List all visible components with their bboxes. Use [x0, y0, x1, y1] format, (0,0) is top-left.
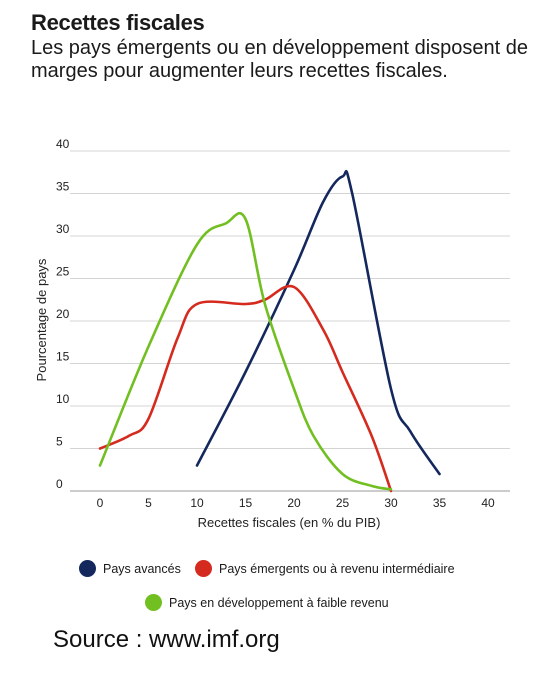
chart-title: Recettes fiscales: [31, 10, 205, 35]
y-axis-title: Pourcentage de pays: [34, 258, 49, 381]
y-tick-label-30: 30: [56, 222, 70, 236]
y-tick-label-35: 35: [56, 180, 70, 194]
x-tick-label-30: 30: [384, 496, 398, 510]
legend-label-pays-avances: Pays avancés: [103, 561, 181, 576]
x-tick-label-35: 35: [433, 496, 447, 510]
y-tick-label-10: 10: [56, 392, 70, 406]
x-tick-label-15: 15: [239, 496, 253, 510]
y-tick-label-0: 0: [56, 477, 63, 491]
series-line-pays-emergents: [98, 284, 393, 493]
legend-label-pays-faible-revenu: Pays en développement à faible revenu: [169, 595, 389, 610]
x-tick-label-5: 5: [145, 496, 152, 510]
y-tick-label-40: 40: [56, 137, 70, 151]
source-note: Source : www.imf.org: [53, 626, 280, 653]
legend-item-pays-avances: Pays avancés: [79, 560, 181, 577]
legend-item-pays-faible-revenu: Pays en développement à faible revenu: [145, 594, 389, 611]
y-tick-label-20: 20: [56, 307, 70, 321]
x-tick-label-10: 10: [190, 496, 204, 510]
legend-swatch-pays-faible-revenu: [145, 594, 162, 611]
x-tick-label-20: 20: [287, 496, 301, 510]
y-tick-label-25: 25: [56, 265, 70, 279]
legend-label-pays-emergents: Pays émergents ou à revenu intermédiaire: [219, 561, 455, 576]
legend-swatch-pays-avances: [79, 560, 96, 577]
x-axis-title: Recettes fiscales (en % du PIB): [198, 515, 381, 530]
chart-subtitle: Les pays émergents ou en développement d…: [31, 37, 529, 82]
x-tick-label-0: 0: [97, 496, 104, 510]
legend-swatch-pays-emergents: [195, 560, 212, 577]
x-tick-label-40: 40: [481, 496, 495, 510]
series-line-pays-avances: [195, 169, 441, 476]
legend-item-pays-emergents: Pays émergents ou à revenu intermédiaire: [195, 560, 455, 577]
x-tick-label-25: 25: [336, 496, 350, 510]
y-tick-label-5: 5: [56, 435, 63, 449]
series-line-pays-faible-revenu: [98, 212, 393, 491]
y-tick-label-15: 15: [56, 350, 70, 364]
